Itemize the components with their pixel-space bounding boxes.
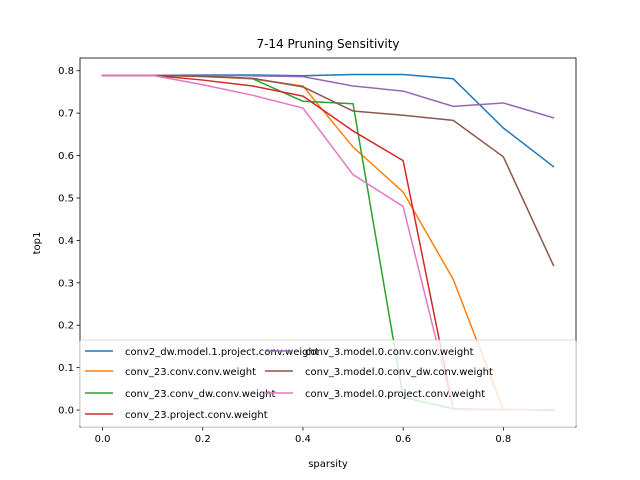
x-tick-label: 0.4: [295, 434, 311, 445]
y-axis-label: top1: [32, 232, 43, 255]
y-tick-label: 0.3: [58, 278, 74, 289]
chart-title: 7-14 Pruning Sensitivity: [256, 37, 399, 51]
legend-label-5: conv_3.model.0.conv.conv.weight: [305, 347, 474, 358]
legend-label-3: conv_23.conv_dw.conv.weight: [125, 389, 276, 400]
legend-box: [79, 339, 577, 428]
y-tick-label: 0.8: [58, 66, 74, 77]
y-tick-label: 0.2: [58, 321, 74, 332]
legend: conv2_dw.model.1.project.conv.weightconv…: [79, 339, 577, 428]
legend-label-7: conv_3.model.0.project.conv.weight: [305, 389, 485, 400]
y-tick-label: 0.0: [58, 406, 74, 417]
y-tick-label: 0.7: [58, 109, 74, 120]
x-tick-label: 0.6: [395, 434, 411, 445]
legend-label-1: conv2_dw.model.1.project.conv.weight: [125, 347, 319, 358]
y-tick-label: 0.1: [58, 363, 74, 374]
legend-label-4: conv_23.project.conv.weight: [125, 410, 268, 421]
legend-label-2: conv_23.conv.conv.weight: [125, 367, 256, 378]
y-tick-label: 0.4: [58, 236, 74, 247]
y-tick-label: 0.6: [58, 151, 74, 162]
y-tick-label: 0.5: [58, 193, 74, 204]
x-tick-label: 0.2: [195, 434, 211, 445]
x-tick-label: 0.8: [495, 434, 511, 445]
legend-label-6: conv_3.model.0.conv_dw.conv.weight: [305, 367, 493, 378]
series-line-6: [101, 74, 555, 267]
x-axis-label: sparsity: [308, 459, 348, 470]
x-tick-label: 0.0: [95, 434, 111, 445]
